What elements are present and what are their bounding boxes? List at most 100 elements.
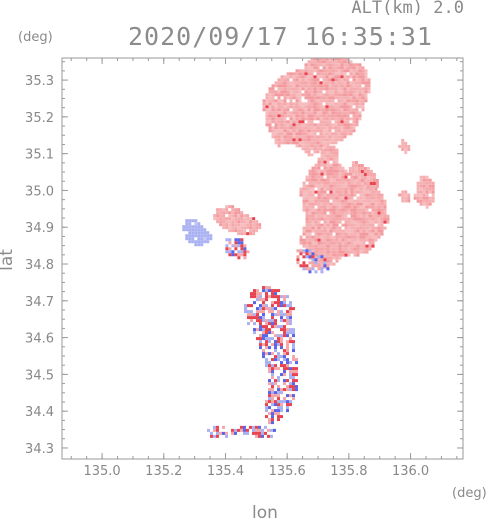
echo-region-positive [348,161,379,192]
field-cell [337,93,341,97]
field-cell [353,253,357,257]
field-cell [326,214,330,218]
field-cell [237,241,241,245]
field-cell [316,138,320,142]
field-cell [320,208,324,212]
field-cell [225,226,229,230]
field-cell [383,205,387,209]
field-cell [267,286,271,290]
field-cell [228,220,232,224]
field-cell [243,304,247,308]
field-cell [264,298,268,302]
field-cell [360,173,364,177]
field-cell [310,75,314,79]
field-cell [264,334,268,338]
field-cell [305,214,309,218]
field-cell [301,144,305,148]
field-cell [308,190,312,194]
field-cell [401,147,405,151]
field-cell [313,138,317,142]
field-cell [286,114,290,118]
field-cell [200,234,204,238]
field-cell [313,58,317,61]
field-cell [331,99,335,103]
field-cell [346,81,350,85]
field-cell [310,99,314,103]
field-cell [374,187,378,191]
field-cell [425,187,429,191]
field-cell [337,135,341,139]
field-cell [326,250,330,254]
field-cell [279,406,283,410]
field-cell [291,349,295,353]
field-cell [337,84,341,88]
field-cell [295,99,299,103]
field-cell [329,259,333,263]
field-cell [298,132,302,136]
field-cell [349,123,353,127]
field-cell [340,105,344,109]
field-cell [249,313,253,317]
field-cell [307,144,311,148]
field-cell [368,247,372,251]
field-cell [351,167,355,171]
field-cell [320,253,324,257]
field-cell [363,173,367,177]
field-cell [285,328,289,332]
field-cell [276,352,280,356]
field-cell [240,226,244,230]
field-cell [346,105,350,109]
field-cell [311,166,315,170]
field-cell [317,166,321,170]
field-cell [203,237,207,241]
field-cell [249,316,253,320]
field-cell [331,72,335,76]
field-cell [362,202,366,206]
y-tick-label: 34.4 [25,405,54,420]
field-cell [298,75,302,79]
field-cell [317,169,321,173]
field-cell [316,144,320,148]
field-cell [267,367,271,371]
field-cell [314,261,318,265]
field-cell [366,167,370,171]
field-cell [374,229,378,233]
field-cell [292,114,296,118]
field-cell [304,66,308,70]
field-cell [261,337,265,341]
field-cell [292,126,296,130]
field-cell [307,99,311,103]
field-cell [350,217,354,221]
x-tick-label: 135.0 [83,464,120,479]
field-cell [419,184,423,188]
field-cell [332,244,336,248]
field-cell [314,270,318,274]
field-cell [274,99,278,103]
field-cell [299,241,303,245]
field-cell [383,217,387,221]
field-cell [234,244,238,248]
field-cell [314,264,318,268]
field-cell [358,93,362,97]
field-cell [332,205,336,209]
field-cell [350,190,354,194]
field-cell [386,217,390,221]
field-cell [268,93,272,97]
field-cell [338,253,342,257]
field-cell [314,208,318,212]
field-cell [307,108,311,112]
field-cell [365,244,369,248]
field-cell [328,60,332,64]
field-cell [221,431,225,435]
field-cell [340,123,344,127]
field-cell [230,428,234,432]
field-cell [377,196,381,200]
field-cell [242,428,246,432]
field-cell [380,196,384,200]
field-cell [277,114,281,118]
field-cell [276,415,280,419]
field-cell [313,141,317,145]
field-cell [283,90,287,94]
field-cell [298,120,302,124]
field-cell [311,238,315,242]
